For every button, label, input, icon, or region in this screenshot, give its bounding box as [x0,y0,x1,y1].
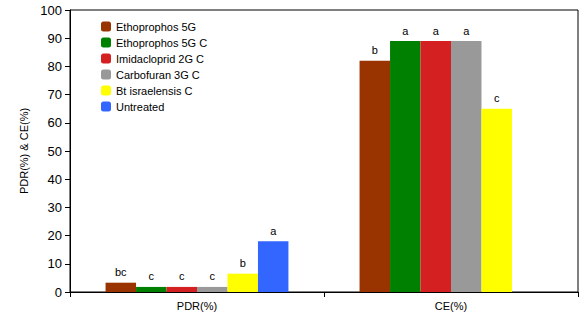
svg-text:0: 0 [55,285,62,300]
svg-text:c: c [209,270,215,282]
svg-text:PDR(%): PDR(%) [177,300,217,312]
svg-text:Bt israelensis C: Bt israelensis C [116,85,192,97]
svg-text:20: 20 [48,228,62,243]
svg-text:a: a [402,25,409,37]
svg-text:100: 100 [40,3,62,18]
svg-text:40: 40 [48,172,62,187]
svg-text:Ethoprophos 5G C: Ethoprophos 5G C [116,37,207,49]
svg-text:30: 30 [48,200,62,215]
svg-text:Untreated: Untreated [116,101,164,113]
svg-text:a: a [270,225,277,237]
svg-text:PDR(%) & CE(%): PDR(%) & CE(%) [18,108,30,194]
svg-text:50: 50 [48,144,62,159]
svg-text:Carbofuran 3G C: Carbofuran 3G C [116,69,200,81]
svg-text:c: c [494,92,500,104]
svg-text:bc: bc [115,266,127,278]
svg-text:70: 70 [48,87,62,102]
svg-text:c: c [179,270,185,282]
svg-text:Ethoprophos 5G: Ethoprophos 5G [116,21,196,33]
svg-text:c: c [149,270,155,282]
svg-text:b: b [240,257,246,269]
svg-text:90: 90 [48,31,62,46]
svg-text:b: b [372,44,378,56]
svg-text:a: a [433,25,440,37]
svg-text:Imidacloprid 2G C: Imidacloprid 2G C [116,53,204,65]
svg-text:a: a [463,25,470,37]
svg-text:80: 80 [48,59,62,74]
svg-text:CE(%): CE(%) [435,300,467,312]
svg-text:10: 10 [48,256,62,271]
svg-text:60: 60 [48,115,62,130]
